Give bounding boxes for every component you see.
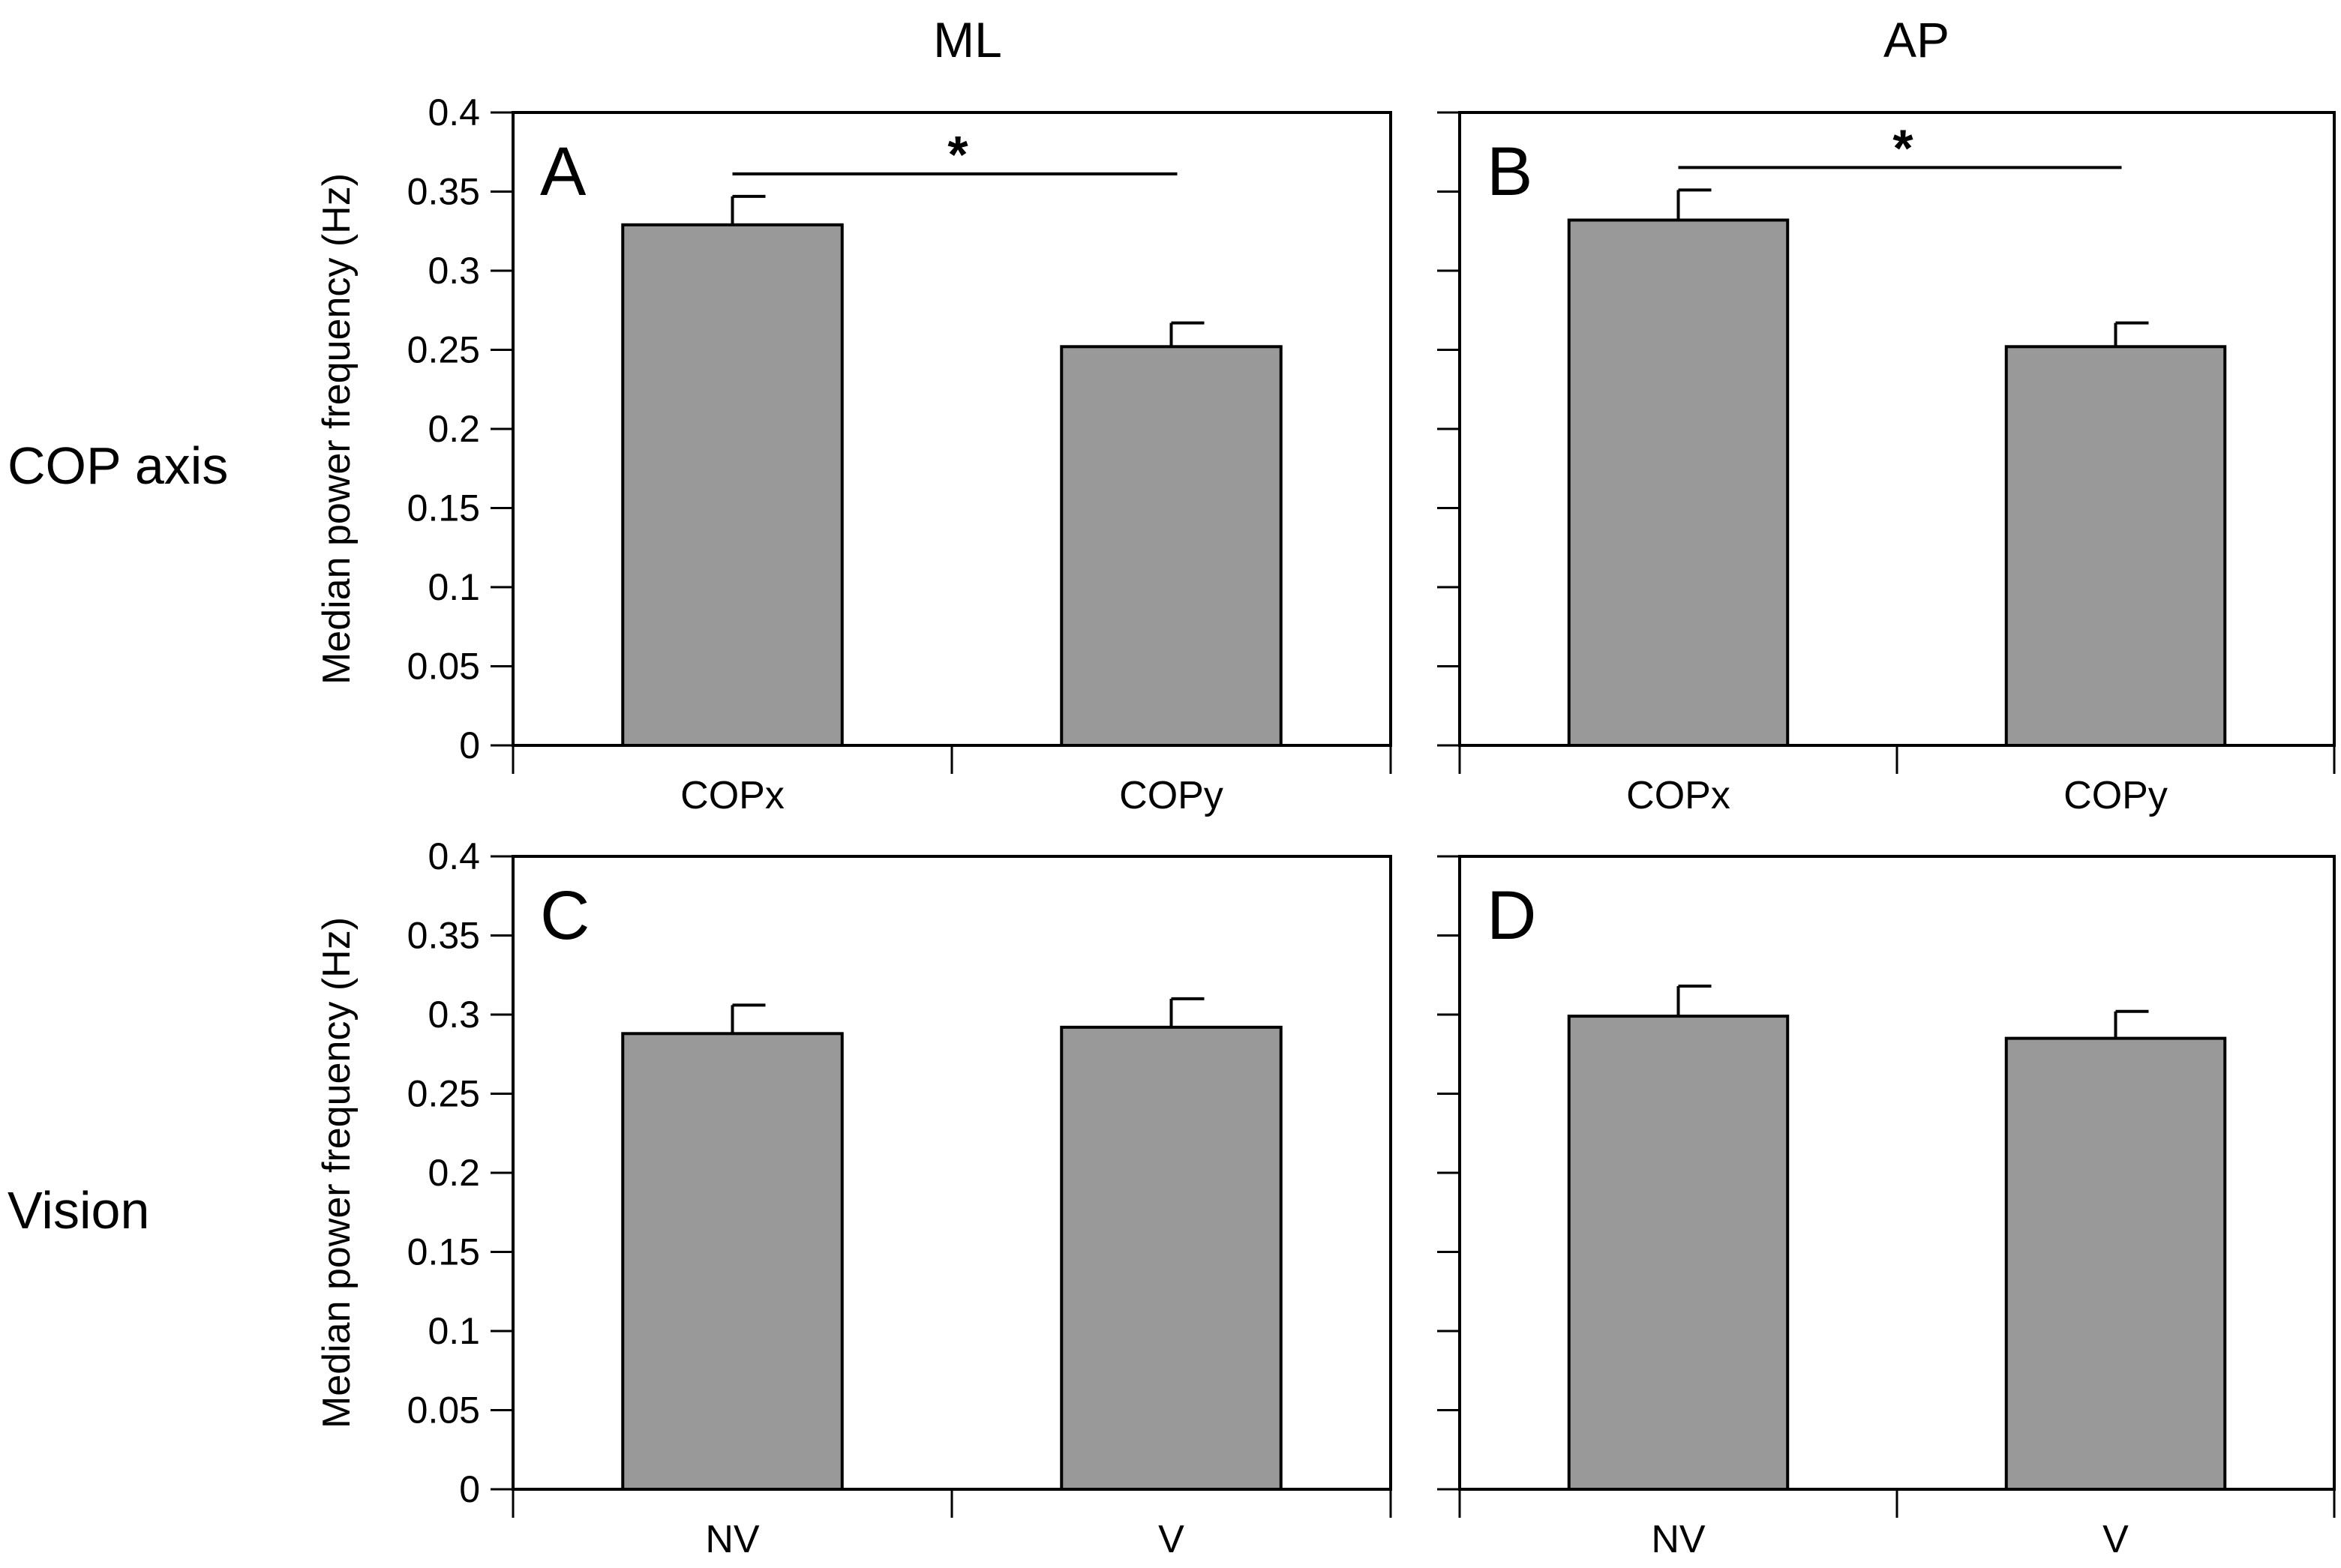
y-tick-label-c-2: 0.1: [428, 1310, 480, 1352]
y-tick-label-c-8: 0.4: [428, 835, 480, 877]
category-label-c-nv: NV: [705, 1518, 760, 1561]
significance-marker-b: *: [1892, 118, 1913, 177]
column-title-ap: AP: [1883, 12, 1949, 67]
y-tick-label-a-2: 0.1: [428, 566, 480, 608]
y-tick-label-a-8: 0.4: [428, 91, 480, 133]
panel-d: NV V D: [1437, 855, 2336, 1561]
y-tick-label-c-7: 0.35: [407, 915, 480, 957]
category-label-b-copx: COPx: [1626, 774, 1730, 817]
significance-marker-a: *: [947, 125, 968, 184]
y-tick-label-a-7: 0.35: [407, 171, 480, 213]
panel-letter-b: B: [1487, 133, 1532, 210]
bar-a-copx: [621, 223, 844, 747]
row-title-vision: Vision: [8, 1181, 149, 1240]
y-tick-label-c-0: 0: [459, 1468, 480, 1510]
category-label-a-copx: COPx: [680, 774, 785, 817]
y-tick-label-c-1: 0.05: [407, 1390, 480, 1432]
y-axis-label-a: Median power frequency (Hz): [315, 173, 359, 685]
bar-c-v: [1060, 1025, 1283, 1491]
panel-a: COPx COPy 0 0.05 0.1 0.15 0.2 0.25 0.3 0.35 0.4 Med…: [315, 91, 1392, 817]
y-tick-label-c-3: 0.15: [407, 1231, 480, 1273]
category-label-d-nv: NV: [1651, 1518, 1706, 1561]
panel-letter-a: A: [540, 133, 587, 210]
bar-b-copx: [1567, 218, 1790, 748]
bar-d-v: [2004, 1036, 2227, 1491]
bar-a-copy: [1060, 345, 1283, 747]
panels: COPx COPy 0 0.05 0.1 0.15 0.2 0.25 0.3 0.35 0.4 Med…: [315, 91, 2336, 1561]
y-tick-label-a-1: 0.05: [407, 646, 480, 688]
y-tick-label-c-6: 0.3: [428, 994, 480, 1036]
column-title-ml: ML: [933, 12, 1002, 67]
bar-c-nv: [621, 1032, 844, 1491]
bar-b-copy: [2004, 345, 2227, 747]
category-label-b-copy: COPy: [2063, 774, 2168, 817]
category-label-a-copy: COPy: [1119, 774, 1223, 817]
row-title-cop-axis: COP axis: [8, 436, 228, 495]
y-tick-label-a-5: 0.25: [407, 329, 480, 371]
panel-c: NV V 0 0.05 0.1 0.15 0.2 0.25 0.3 0.35 0.4 Median p…: [315, 835, 1392, 1561]
y-tick-label-a-4: 0.2: [428, 408, 480, 450]
panel-letter-d: D: [1487, 877, 1536, 954]
y-tick-label-a-3: 0.15: [407, 487, 480, 529]
category-label-d-v: V: [2102, 1518, 2129, 1561]
y-axis-label-c: Median power frequency (Hz): [315, 917, 359, 1429]
y-tick-label-c-4: 0.2: [428, 1152, 480, 1194]
y-tick-label-a-0: 0: [459, 724, 480, 766]
bar-d-nv: [1567, 1015, 1790, 1491]
panel-letter-c: C: [540, 877, 590, 954]
y-tick-label-c-5: 0.25: [407, 1073, 480, 1115]
y-tick-label-a-6: 0.3: [428, 250, 480, 292]
category-label-c-v: V: [1158, 1518, 1184, 1561]
panel-b: COPx COPy B *: [1437, 111, 2336, 817]
